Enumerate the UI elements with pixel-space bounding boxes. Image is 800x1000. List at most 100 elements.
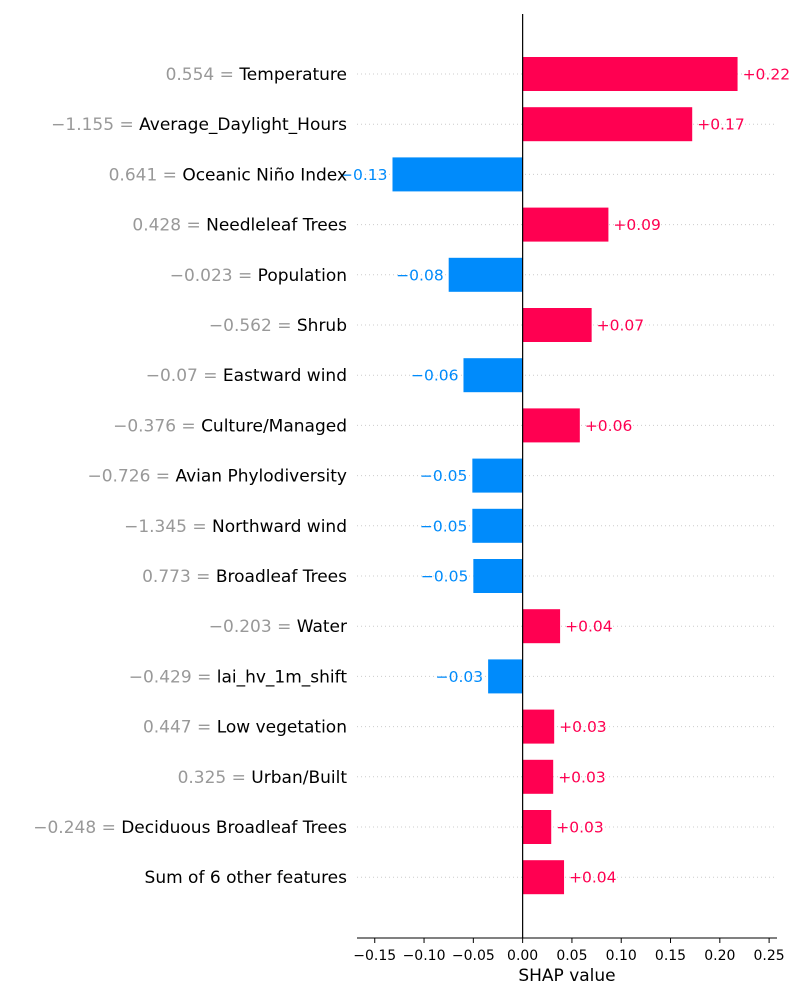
x-tick-label: 0.20 <box>704 948 735 964</box>
feature-label: −1.155 = Average_Daylight_Hours <box>51 115 347 135</box>
positive-bar <box>522 107 693 142</box>
positive-bar <box>522 759 554 794</box>
negative-bar <box>463 358 523 393</box>
feature-value: −0.023 = <box>170 266 258 286</box>
feature-name: Urban/Built <box>251 768 347 788</box>
x-tick-label: 0.05 <box>556 948 587 964</box>
positive-bar <box>522 860 565 895</box>
feature-name: Sum of 6 other features <box>145 868 348 888</box>
x-tick-label: −0.15 <box>353 948 396 964</box>
bar-value-label: +0.22 <box>743 66 791 84</box>
bar-value-label: +0.09 <box>613 216 661 234</box>
feature-label: Sum of 6 other features <box>145 868 348 888</box>
feature-name: Culture/Managed <box>201 416 347 436</box>
feature-value: −1.155 = <box>51 115 139 135</box>
feature-name: Population <box>258 266 347 286</box>
feature-name: Avian Phylodiversity <box>175 467 347 487</box>
feature-name: Shrub <box>297 316 347 336</box>
feature-label: −0.248 = Deciduous Broadleaf Trees <box>33 818 347 838</box>
negative-bar <box>392 157 523 192</box>
bar-value-label: +0.17 <box>697 116 745 134</box>
feature-value: 0.325 = <box>178 768 252 788</box>
bar-value-label: −0.05 <box>420 517 468 535</box>
feature-labels-group: 0.554 = Temperature −1.155 = Average_Dayl… <box>33 65 347 888</box>
bar-value-label: +0.03 <box>559 718 607 736</box>
feature-value: 0.447 = <box>143 718 217 738</box>
feature-label: 0.428 = Needleleaf Trees <box>132 216 347 236</box>
x-ticks-group: −0.15 −0.10 −0.05 0.00 0.05 0.10 0.15 0.20 0.25 <box>353 938 785 964</box>
feature-name: Water <box>297 617 347 637</box>
negative-bar <box>472 458 523 493</box>
bar-value-label: −0.08 <box>396 266 444 284</box>
negative-bar <box>488 659 523 694</box>
bar-value-label: +0.07 <box>597 317 645 335</box>
feature-value: −0.203 = <box>209 617 297 637</box>
feature-label: −0.562 = Shrub <box>209 316 347 336</box>
bars-group <box>392 57 738 895</box>
x-tick-label: 0.15 <box>655 948 686 964</box>
x-axis-title: SHAP value <box>518 966 615 986</box>
bar-value-label: +0.03 <box>558 768 606 786</box>
negative-bar <box>448 257 523 292</box>
positive-bar <box>522 207 609 242</box>
feature-value: 0.554 = <box>166 65 240 85</box>
positive-bar <box>522 609 561 644</box>
feature-label: −0.203 = Water <box>209 617 347 637</box>
feature-name: lai_hv_1m_shift <box>217 667 348 687</box>
feature-label: −0.376 = Culture/Managed <box>113 416 347 436</box>
bar-value-label: −0.05 <box>420 467 468 485</box>
feature-label: −0.726 = Avian Phylodiversity <box>87 467 347 487</box>
feature-label: 0.447 = Low vegetation <box>143 718 347 738</box>
feature-name: Average_Daylight_Hours <box>139 115 347 135</box>
bar-value-label: −0.13 <box>340 166 388 184</box>
x-tick-label: 0.25 <box>754 948 785 964</box>
feature-name: Low vegetation <box>217 718 347 738</box>
feature-label: −0.429 = lai_hv_1m_shift <box>129 667 348 687</box>
feature-label: 0.554 = Temperature <box>166 65 347 85</box>
bar-value-label: +0.04 <box>569 869 617 887</box>
feature-value: −0.726 = <box>87 467 175 487</box>
bar-value-label: +0.04 <box>565 618 613 636</box>
feature-name: Eastward wind <box>223 366 347 386</box>
feature-label: −0.07 = Eastward wind <box>146 366 347 386</box>
positive-bar <box>522 810 552 844</box>
positive-bar <box>522 709 555 744</box>
feature-name: Needleleaf Trees <box>206 216 347 236</box>
x-axis: −0.15 −0.10 −0.05 0.00 0.05 0.10 0.15 0.20 0.25 … <box>353 937 785 986</box>
feature-name: Temperature <box>238 65 347 85</box>
feature-label: −0.023 = Population <box>170 266 347 286</box>
positive-bar <box>522 408 580 443</box>
feature-value: −0.429 = <box>129 667 217 687</box>
positive-bar <box>522 57 738 91</box>
x-tick-label: −0.05 <box>452 948 495 964</box>
feature-value: −1.345 = <box>124 517 212 537</box>
feature-name: Northward wind <box>212 517 347 537</box>
x-tick-label: −0.10 <box>403 948 446 964</box>
feature-label: −1.345 = Northward wind <box>124 517 347 537</box>
feature-value: −0.376 = <box>113 416 201 436</box>
x-tick-label: 0.10 <box>606 948 637 964</box>
feature-name: Oceanic Niño Index <box>182 165 347 185</box>
feature-value: −0.07 = <box>146 366 223 386</box>
feature-name: Deciduous Broadleaf Trees <box>121 818 347 838</box>
feature-value: 0.428 = <box>132 216 206 236</box>
bar-value-label: +0.03 <box>556 819 604 837</box>
bar-value-label: −0.05 <box>421 568 469 586</box>
feature-value: 0.773 = <box>142 567 216 587</box>
bar-value-label: +0.06 <box>585 417 633 435</box>
feature-value: −0.562 = <box>209 316 297 336</box>
negative-bar <box>473 559 523 593</box>
negative-bar <box>472 508 523 543</box>
x-tick-label: 0.00 <box>507 948 538 964</box>
feature-label: 0.773 = Broadleaf Trees <box>142 567 347 587</box>
feature-name: Broadleaf Trees <box>216 567 347 587</box>
feature-value: 0.641 = <box>109 165 183 185</box>
feature-label: 0.325 = Urban/Built <box>178 768 348 788</box>
feature-label: 0.641 = Oceanic Niño Index <box>109 165 347 185</box>
feature-value: −0.248 = <box>33 818 121 838</box>
bar-value-label: −0.03 <box>436 668 484 686</box>
bar-value-label: −0.06 <box>411 367 459 385</box>
bar-labels-group: +0.22 +0.17 −0.13 +0.09 −0.08 +0.07 −0.06 +0.06… <box>340 66 790 887</box>
positive-bar <box>522 308 592 342</box>
